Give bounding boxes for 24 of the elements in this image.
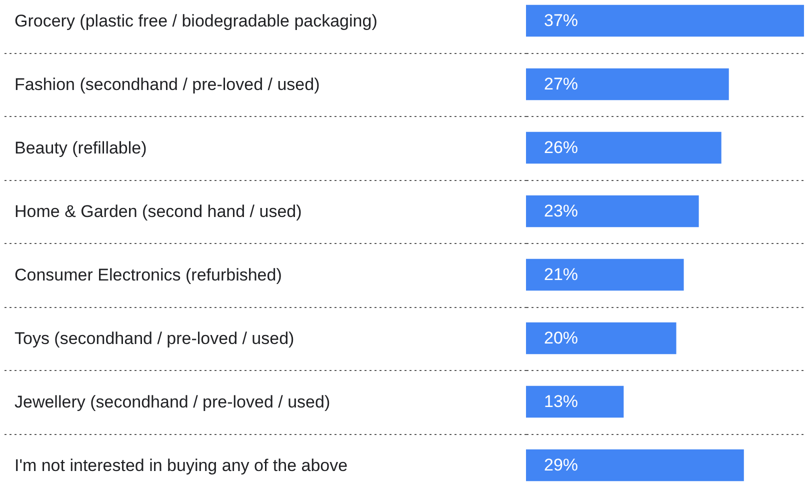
y-tick-label: Toys (secondhand / pre-loved / used) (14, 328, 294, 348)
bar (526, 68, 729, 100)
data-label: 37% (544, 10, 578, 30)
data-label: 26% (544, 138, 578, 157)
bar (526, 449, 744, 482)
y-tick-label: Consumer Electronics (refurbished) (14, 265, 282, 284)
data-label: 20% (544, 328, 578, 348)
bar (526, 258, 684, 291)
bar (526, 195, 699, 228)
data-label: 21% (544, 264, 578, 284)
bar (526, 386, 624, 418)
y-tick-label: Beauty (refillable) (14, 138, 147, 158)
data-label: 13% (544, 392, 578, 411)
data-label: 29% (544, 455, 578, 474)
bar (526, 132, 722, 164)
bar (526, 322, 676, 354)
y-tick-label: Fashion (secondhand / pre-loved / used) (14, 74, 320, 94)
data-label: 27% (544, 74, 578, 94)
data-label: 23% (544, 201, 578, 220)
y-tick-label: Home & Garden (second hand / used) (14, 202, 302, 221)
bar (526, 4, 804, 37)
y-tick-label: I'm not interested in buying any of the above (14, 456, 348, 475)
y-tick-label: Grocery (plastic free / biodegradable packaging) (14, 11, 378, 30)
y-tick-label: Jewellery (secondhand / pre-loved / used) (14, 392, 330, 412)
